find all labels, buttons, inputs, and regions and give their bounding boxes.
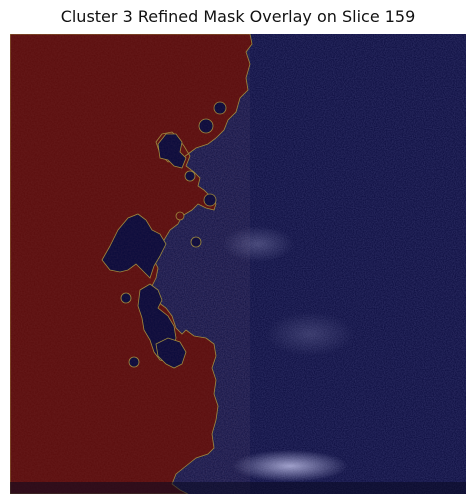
bright-speckle [232, 450, 348, 482]
image-panel [10, 34, 466, 494]
mask-texture [10, 34, 250, 494]
figure-title: Cluster 3 Refined Mask Overlay on Slice … [60, 7, 416, 26]
mask-overlay-image [10, 34, 466, 494]
bright-speckle [266, 312, 354, 356]
bottom-strip [10, 482, 466, 494]
bright-speckle [222, 226, 294, 262]
